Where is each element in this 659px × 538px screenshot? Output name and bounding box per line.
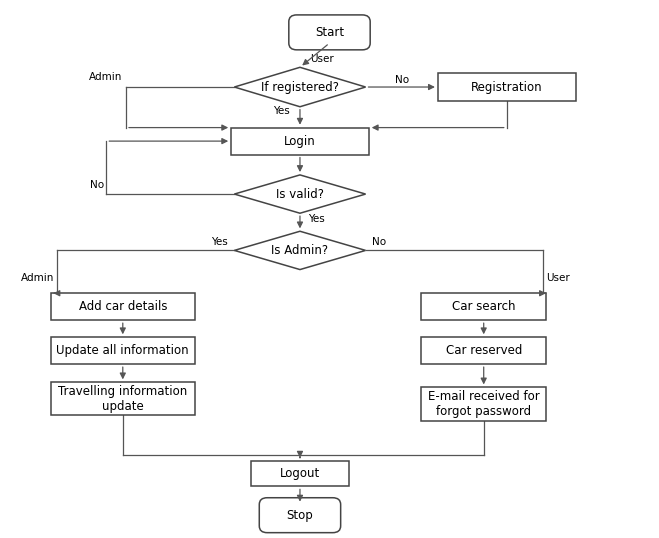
- FancyBboxPatch shape: [259, 498, 341, 533]
- Text: No: No: [90, 180, 103, 190]
- Bar: [438, 73, 575, 101]
- Text: User: User: [310, 54, 333, 63]
- Text: If registered?: If registered?: [261, 81, 339, 94]
- Polygon shape: [235, 67, 366, 107]
- Text: Is valid?: Is valid?: [276, 188, 324, 201]
- Text: Travelling information
update: Travelling information update: [58, 385, 187, 413]
- FancyBboxPatch shape: [289, 15, 370, 50]
- Text: User: User: [546, 273, 570, 284]
- Text: Logout: Logout: [280, 467, 320, 480]
- Bar: [51, 293, 195, 320]
- Bar: [231, 128, 369, 154]
- Text: Registration: Registration: [471, 81, 542, 94]
- Bar: [51, 382, 195, 415]
- Text: Yes: Yes: [211, 237, 228, 247]
- Text: Start: Start: [315, 26, 344, 39]
- Text: Car search: Car search: [452, 300, 515, 313]
- Text: No: No: [395, 75, 409, 84]
- Text: Yes: Yes: [308, 214, 325, 224]
- Polygon shape: [235, 175, 366, 213]
- Text: E-mail received for
forgot password: E-mail received for forgot password: [428, 390, 540, 418]
- Text: Stop: Stop: [287, 509, 313, 522]
- Bar: [421, 293, 546, 320]
- Text: Admin: Admin: [20, 273, 54, 284]
- Text: Yes: Yes: [273, 107, 290, 116]
- Text: Car reserved: Car reserved: [445, 344, 522, 357]
- Text: Update all information: Update all information: [57, 344, 189, 357]
- Text: Login: Login: [284, 134, 316, 147]
- Bar: [251, 461, 349, 486]
- Bar: [421, 387, 546, 421]
- Bar: [421, 337, 546, 364]
- Text: Add car details: Add car details: [78, 300, 167, 313]
- Text: No: No: [372, 237, 386, 247]
- Bar: [51, 337, 195, 364]
- Polygon shape: [235, 231, 366, 270]
- Text: Admin: Admin: [90, 72, 123, 82]
- Text: Is Admin?: Is Admin?: [272, 244, 329, 257]
